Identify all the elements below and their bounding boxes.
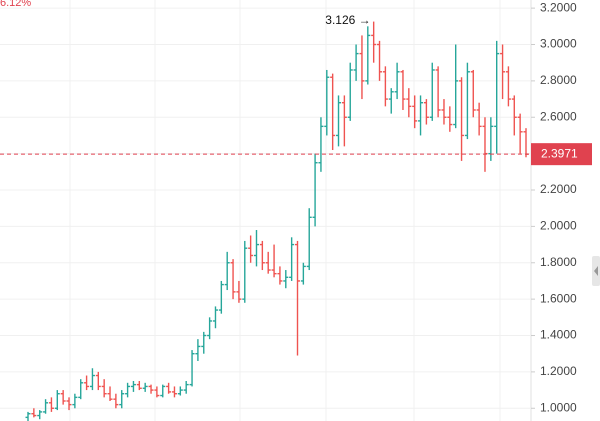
last-price-label: 2.3971 <box>541 146 578 160</box>
handle-arrow <box>594 266 598 276</box>
change-label: 6.12% <box>0 0 31 9</box>
y-tick-label: 1.0000 <box>540 400 577 414</box>
y-tick-label: 1.6000 <box>540 291 577 305</box>
y-tick-label: 1.2000 <box>540 364 577 378</box>
last-price-box <box>531 143 592 166</box>
y-tick-label: 2.2000 <box>540 182 577 196</box>
y-tick-label: 1.8000 <box>540 255 577 269</box>
high-annotation: 3.126 → <box>325 13 370 27</box>
y-tick-label: 2.6000 <box>540 109 577 123</box>
y-tick-label: 3.2000 <box>540 0 577 14</box>
y-tick-label: 2.0000 <box>540 219 577 233</box>
y-tick-label: 1.4000 <box>540 328 577 342</box>
y-tick-label: 3.0000 <box>540 37 577 51</box>
y-tick-label: 2.8000 <box>540 73 577 87</box>
